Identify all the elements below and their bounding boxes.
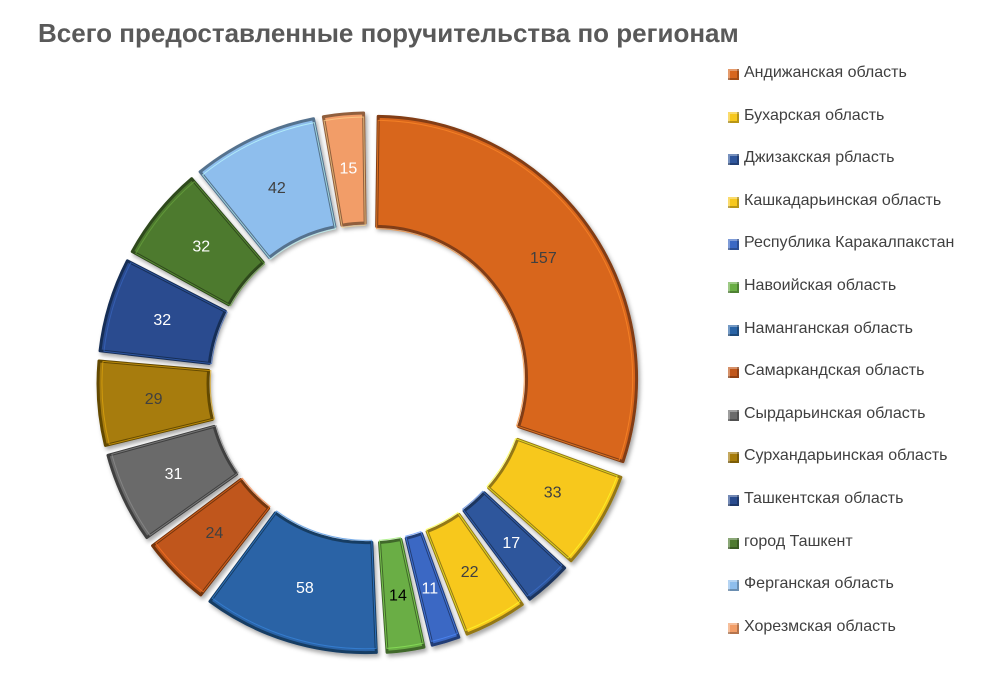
legend-label: Самаркандская область	[744, 362, 925, 380]
legend-label: Наманганская область	[744, 319, 914, 337]
legend-label: Сырдарьинская область	[744, 404, 926, 422]
legend-label: Бухарская область	[744, 106, 885, 124]
legend-swatch	[728, 537, 739, 549]
slice-6-bevel	[378, 536, 424, 649]
data-label-1: 157	[530, 250, 557, 267]
legend-swatch	[728, 409, 739, 421]
slice-7	[208, 511, 378, 655]
slice-10-bevel	[101, 360, 216, 446]
slice-8-bevel	[155, 477, 271, 593]
legend-item: Хорезмская область	[728, 618, 954, 661]
slice-11-bevel	[103, 261, 228, 365]
legend-swatch	[728, 622, 739, 634]
legend-item: Наманганская область	[728, 320, 954, 363]
data-label-4: 22	[461, 564, 479, 581]
slice-3-bevel	[462, 490, 563, 597]
legend-swatch	[728, 367, 739, 379]
slice-10	[96, 359, 214, 447]
data-label-8: 24	[205, 525, 223, 542]
legend-label: Ташкентская область	[744, 489, 904, 507]
chart-title: Всего предоставленные поручительства по …	[38, 18, 739, 48]
slice-12-bevel	[135, 180, 266, 307]
slice-11	[98, 259, 227, 365]
legend-item: Сурхандарьинская область	[728, 447, 954, 490]
data-label-10: 29	[145, 391, 163, 408]
legend-swatch	[728, 196, 739, 208]
legend-label: Республика Каракалпакстан	[744, 234, 955, 252]
slice-13-bevel	[201, 122, 336, 260]
data-label-11: 32	[153, 312, 171, 329]
legend-swatch	[728, 452, 739, 464]
data-label-14: 15	[340, 160, 358, 177]
legend-label: Андижанская область	[744, 64, 907, 81]
data-label-6: 14	[389, 587, 407, 604]
legend-item: город Ташкент	[728, 533, 954, 576]
slice-1-bevel	[376, 119, 634, 461]
legend-label: Джизакская рбласть	[744, 149, 895, 167]
legend-swatch	[728, 154, 739, 166]
legend-label: Хорезмская область	[744, 617, 896, 635]
slice-14-bevel	[323, 116, 366, 228]
data-label-9: 31	[165, 466, 183, 483]
legend-label: Кашкадарьинская область	[744, 191, 942, 209]
legend-label: Ферганская область	[744, 575, 894, 593]
data-label-2: 33	[544, 485, 562, 502]
data-label-12: 32	[192, 239, 210, 256]
legend-label: город Ташкент	[744, 532, 853, 550]
legend-item: Джизакская рбласть	[728, 149, 954, 192]
legend-item: Навоийская область	[728, 277, 954, 320]
legend-swatch	[728, 324, 739, 336]
slice-8	[151, 478, 271, 597]
slice-12	[130, 177, 265, 307]
legend-item: Бухарская область	[728, 107, 954, 150]
slice-7-bevel	[211, 510, 377, 650]
legend-item: Республика Каракалпакстан	[728, 234, 954, 277]
slice-4-bevel	[425, 511, 521, 632]
legend-swatch	[728, 580, 739, 592]
legend-item: Андижанская область	[728, 64, 954, 107]
legend-swatch	[728, 494, 739, 506]
legend-item: Самаркандская область	[728, 362, 954, 405]
data-label-7: 58	[296, 580, 314, 597]
slice-9-bevel	[111, 425, 240, 536]
legend-label: Навоийская область	[744, 276, 897, 294]
legend-item: Сырдарьинская область	[728, 405, 954, 448]
legend-swatch	[728, 69, 739, 80]
slice-2-bevel	[486, 437, 618, 559]
legend-item: Кашкадарьинская область	[728, 192, 954, 235]
legend-label: Сурхандарьинская область	[744, 447, 948, 465]
slice-5-bevel	[405, 530, 459, 643]
legend-swatch	[728, 239, 739, 251]
chart-legend: Андижанская область Бухарская область Джиз…	[728, 64, 954, 660]
legend-item: Ташкентская область	[728, 490, 954, 533]
legend-swatch	[728, 111, 739, 123]
data-label-5: 11	[422, 580, 439, 597]
slice-2	[487, 437, 623, 563]
legend-swatch	[728, 281, 739, 293]
data-label-3: 17	[502, 535, 520, 552]
data-label-13: 42	[268, 180, 286, 197]
slice-1	[375, 114, 638, 464]
legend-item: Ферганская область	[728, 575, 954, 618]
